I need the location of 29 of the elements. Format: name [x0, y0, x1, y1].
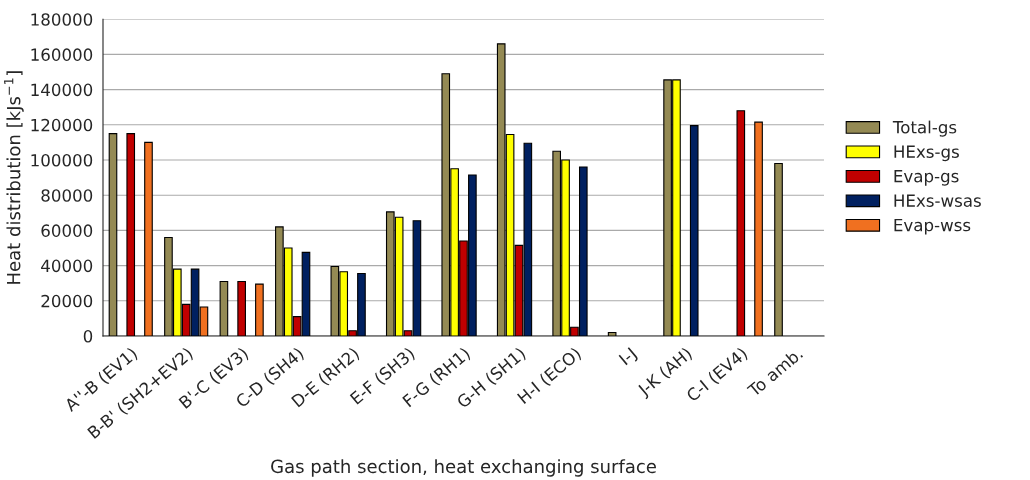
y-tick-label: 180000: [31, 13, 93, 26]
bar: [774, 162, 783, 336]
y-tick-label: 120000: [31, 118, 93, 132]
y-tick-label: 100000: [31, 153, 93, 167]
bar: [126, 133, 136, 336]
y-tick-label: 60000: [41, 224, 93, 237]
y-tick-label: 140000: [31, 83, 93, 97]
legend-label: Total-gs: [892, 120, 957, 137]
y-axis-title: Heat distribution [kJs$^{−1}$]: [4, 71, 24, 284]
bar: [108, 133, 118, 336]
y-tick-label: 0: [83, 329, 93, 343]
bar: [219, 280, 229, 336]
y-tick-label: 160000: [31, 48, 93, 61]
bar: [736, 110, 746, 336]
legend-label: HExs-wsas: [894, 194, 981, 207]
y-tick-label: 20000: [41, 294, 93, 308]
x-axis-title: Gas path section, heat exchanging surface: [271, 459, 656, 477]
legend-label: Evap-gs: [894, 170, 959, 186]
bar: [607, 331, 617, 336]
y-tick-label: 80000: [41, 189, 93, 202]
bar: [754, 121, 763, 336]
legend-label: HExs-gs: [894, 145, 959, 162]
y-tick-label: 40000: [41, 259, 93, 273]
bar: [689, 125, 699, 336]
legend-label: Evap-wss: [894, 218, 971, 235]
x-tick-label: I-J: [618, 347, 639, 368]
bar: [255, 283, 264, 336]
bar: [144, 141, 153, 336]
bar: [237, 280, 246, 336]
